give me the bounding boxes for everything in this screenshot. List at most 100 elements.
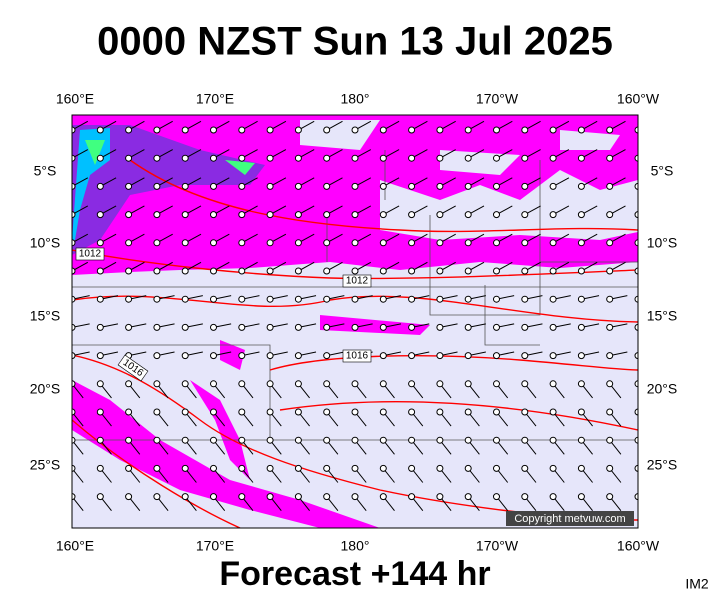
wind-station xyxy=(238,295,246,303)
wind-station xyxy=(266,182,274,190)
wind-station xyxy=(577,239,585,247)
wind-station xyxy=(606,182,614,190)
wind-station xyxy=(96,408,104,416)
wind-station xyxy=(408,295,416,303)
wind-station xyxy=(351,154,359,162)
wind-station xyxy=(96,493,104,501)
wind-station xyxy=(408,126,416,134)
wind-station xyxy=(72,239,76,247)
wind-station xyxy=(606,239,614,247)
wind-station xyxy=(436,323,444,331)
wind-station xyxy=(464,295,472,303)
wind-station xyxy=(238,267,246,275)
wind-station xyxy=(549,126,557,134)
wind-station xyxy=(294,352,302,360)
wind-station xyxy=(238,436,246,444)
wind-station xyxy=(549,493,557,501)
wind-station xyxy=(351,436,359,444)
wind-station xyxy=(294,408,302,416)
wind-station xyxy=(125,408,133,416)
wind-station xyxy=(577,154,585,162)
wind-station xyxy=(210,408,217,416)
wind-station xyxy=(521,464,529,472)
wind-station xyxy=(549,380,557,388)
wind-station xyxy=(153,493,161,501)
wind-station xyxy=(210,323,217,331)
wind-station xyxy=(436,154,444,162)
wind-station xyxy=(436,408,444,416)
title: 0000 NZST Sun 13 Jul 2025 xyxy=(97,20,613,64)
wind-station xyxy=(238,408,246,416)
wind-station xyxy=(521,182,529,190)
wind-station xyxy=(577,267,585,275)
wind-station xyxy=(266,493,274,501)
wind-station xyxy=(153,380,161,388)
wind-station xyxy=(521,211,529,219)
wind-station xyxy=(294,267,302,275)
wind-station xyxy=(577,436,585,444)
wind-station xyxy=(634,182,638,190)
wind-station xyxy=(408,211,416,219)
wind-station xyxy=(72,352,76,360)
wind-station xyxy=(379,408,387,416)
wind-station xyxy=(634,267,638,275)
wind-station xyxy=(379,182,387,190)
wind-station xyxy=(436,267,444,275)
copyright: Copyright metvuw.com xyxy=(514,513,625,525)
wind-station xyxy=(294,239,302,247)
wind-barb xyxy=(637,214,638,215)
wind-station xyxy=(125,380,133,388)
wind-barb xyxy=(637,326,638,328)
wind-station xyxy=(294,211,302,219)
wind-station xyxy=(72,436,76,444)
wind-station xyxy=(210,380,217,388)
footer: Forecast +144 hr xyxy=(219,555,490,593)
wind-station xyxy=(634,295,638,303)
wind-station xyxy=(181,436,189,444)
wind-station xyxy=(210,154,217,162)
wind-station xyxy=(521,408,529,416)
wind-station xyxy=(379,323,387,331)
wind-station xyxy=(379,267,387,275)
wind-station xyxy=(464,408,472,416)
isobar-label-box xyxy=(75,247,105,261)
wind-station xyxy=(493,211,500,219)
wind-station xyxy=(294,436,302,444)
wind-station xyxy=(96,436,104,444)
wind-station xyxy=(606,493,614,501)
wind-station xyxy=(125,126,133,134)
wind-station xyxy=(634,154,638,162)
wind-station xyxy=(72,267,76,275)
longitude-label: 160°E xyxy=(56,538,94,554)
wind-station xyxy=(606,464,614,472)
wind-station xyxy=(379,352,387,360)
wind-station xyxy=(464,267,472,275)
wind-station xyxy=(493,464,500,472)
precipitation-band xyxy=(72,380,380,528)
longitude-label: 180° xyxy=(341,91,370,107)
wind-station xyxy=(436,352,444,360)
wind-station xyxy=(577,464,585,472)
wind-station xyxy=(577,182,585,190)
wind-station xyxy=(493,352,500,360)
wind-station xyxy=(96,352,104,360)
isobar-label-box xyxy=(342,349,372,363)
wind-station xyxy=(436,239,444,247)
wind-station xyxy=(606,380,614,388)
wind-station xyxy=(72,380,76,388)
wind-station xyxy=(72,154,76,162)
wind-station xyxy=(493,154,500,162)
wind-station xyxy=(323,493,331,501)
longitude-label: 170°W xyxy=(476,538,519,554)
wind-station xyxy=(408,267,416,275)
wind-station xyxy=(408,380,416,388)
wind-station xyxy=(181,323,189,331)
wind-station xyxy=(96,211,104,219)
wind-station xyxy=(634,493,638,501)
wind-station xyxy=(408,493,416,501)
longitude-label: 160°W xyxy=(617,538,660,554)
wind-station xyxy=(181,239,189,247)
wind-station xyxy=(379,464,387,472)
wind-station xyxy=(181,352,189,360)
wind-station xyxy=(153,267,161,275)
